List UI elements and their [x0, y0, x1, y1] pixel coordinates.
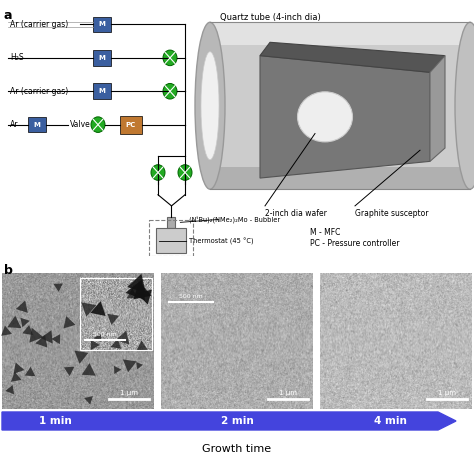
Polygon shape: [137, 340, 148, 351]
Bar: [167, 217, 175, 228]
Text: Ar: Ar: [10, 120, 18, 129]
Bar: [156, 228, 186, 253]
Text: M: M: [99, 55, 105, 61]
Bar: [28, 117, 46, 132]
FancyArrow shape: [2, 412, 456, 430]
Polygon shape: [81, 302, 96, 317]
Text: M: M: [99, 21, 105, 27]
Bar: [210, 22, 470, 45]
Text: 500 nm: 500 nm: [179, 294, 203, 299]
Text: PC - Pressure controller: PC - Pressure controller: [310, 239, 400, 248]
Text: a: a: [4, 9, 12, 22]
Text: PC: PC: [126, 122, 136, 128]
Polygon shape: [20, 318, 30, 327]
Polygon shape: [260, 42, 445, 73]
Polygon shape: [82, 363, 96, 376]
Text: M: M: [99, 88, 105, 94]
Polygon shape: [91, 339, 100, 350]
Polygon shape: [91, 301, 106, 316]
Text: 1 min: 1 min: [38, 416, 72, 426]
Polygon shape: [5, 385, 14, 394]
Polygon shape: [74, 351, 89, 364]
Circle shape: [163, 83, 177, 99]
Circle shape: [151, 164, 165, 180]
Polygon shape: [114, 366, 121, 374]
Polygon shape: [64, 367, 74, 376]
Text: Quartz tube (4-inch dia): Quartz tube (4-inch dia): [220, 13, 321, 22]
Bar: [80, 278, 152, 350]
Polygon shape: [136, 362, 143, 369]
Text: Growth time: Growth time: [202, 444, 272, 454]
Polygon shape: [260, 55, 430, 178]
Polygon shape: [51, 334, 60, 344]
Text: Ar (carrier gas): Ar (carrier gas): [10, 20, 68, 29]
Polygon shape: [110, 338, 121, 349]
Polygon shape: [22, 325, 33, 335]
Text: Graphite susceptor: Graphite susceptor: [355, 209, 428, 218]
Text: b: b: [4, 264, 13, 277]
Bar: [93, 83, 111, 99]
Polygon shape: [430, 55, 445, 161]
Circle shape: [163, 50, 177, 66]
Bar: [210, 22, 470, 189]
Bar: [149, 220, 193, 256]
Ellipse shape: [298, 92, 353, 142]
Polygon shape: [54, 283, 63, 292]
Text: 1 μm: 1 μm: [120, 390, 138, 396]
Polygon shape: [8, 316, 21, 328]
Text: 4 min: 4 min: [374, 416, 406, 426]
Bar: [93, 50, 111, 66]
Text: H₂S: H₂S: [10, 54, 24, 63]
Polygon shape: [126, 280, 145, 300]
Text: 1 μm: 1 μm: [438, 390, 456, 396]
Polygon shape: [16, 301, 28, 313]
Polygon shape: [107, 314, 119, 325]
Text: M: M: [34, 122, 40, 128]
Bar: [210, 167, 470, 189]
Polygon shape: [14, 363, 25, 374]
Bar: [120, 116, 142, 134]
Polygon shape: [94, 333, 101, 342]
Text: M - MFC: M - MFC: [310, 228, 340, 237]
Text: Valve: Valve: [70, 120, 91, 129]
Polygon shape: [116, 330, 129, 345]
Text: 1 μm: 1 μm: [279, 390, 297, 396]
Text: 2 min: 2 min: [220, 416, 254, 426]
Polygon shape: [11, 372, 21, 382]
Text: Ar (carrier gas): Ar (carrier gas): [10, 87, 68, 96]
Polygon shape: [64, 316, 75, 328]
Polygon shape: [41, 330, 53, 344]
Polygon shape: [25, 367, 36, 376]
Text: (NᵗBu)₂(NMe₂)₂Mo - Bubbler: (NᵗBu)₂(NMe₂)₂Mo - Bubbler: [190, 216, 281, 223]
Polygon shape: [1, 326, 12, 336]
Text: 500 nm: 500 nm: [93, 332, 117, 337]
Polygon shape: [137, 290, 152, 305]
Polygon shape: [35, 335, 47, 347]
Ellipse shape: [195, 22, 225, 189]
Text: Thermostat (45 °C): Thermostat (45 °C): [190, 238, 254, 245]
Polygon shape: [29, 328, 44, 343]
Bar: [93, 17, 111, 32]
Circle shape: [91, 117, 105, 132]
Ellipse shape: [455, 22, 474, 189]
Polygon shape: [84, 396, 93, 405]
Circle shape: [178, 164, 192, 180]
Polygon shape: [127, 274, 146, 293]
Polygon shape: [133, 282, 151, 299]
Ellipse shape: [201, 52, 219, 160]
Polygon shape: [123, 359, 137, 372]
Text: 2-inch dia wafer: 2-inch dia wafer: [265, 209, 327, 218]
Polygon shape: [127, 288, 138, 298]
